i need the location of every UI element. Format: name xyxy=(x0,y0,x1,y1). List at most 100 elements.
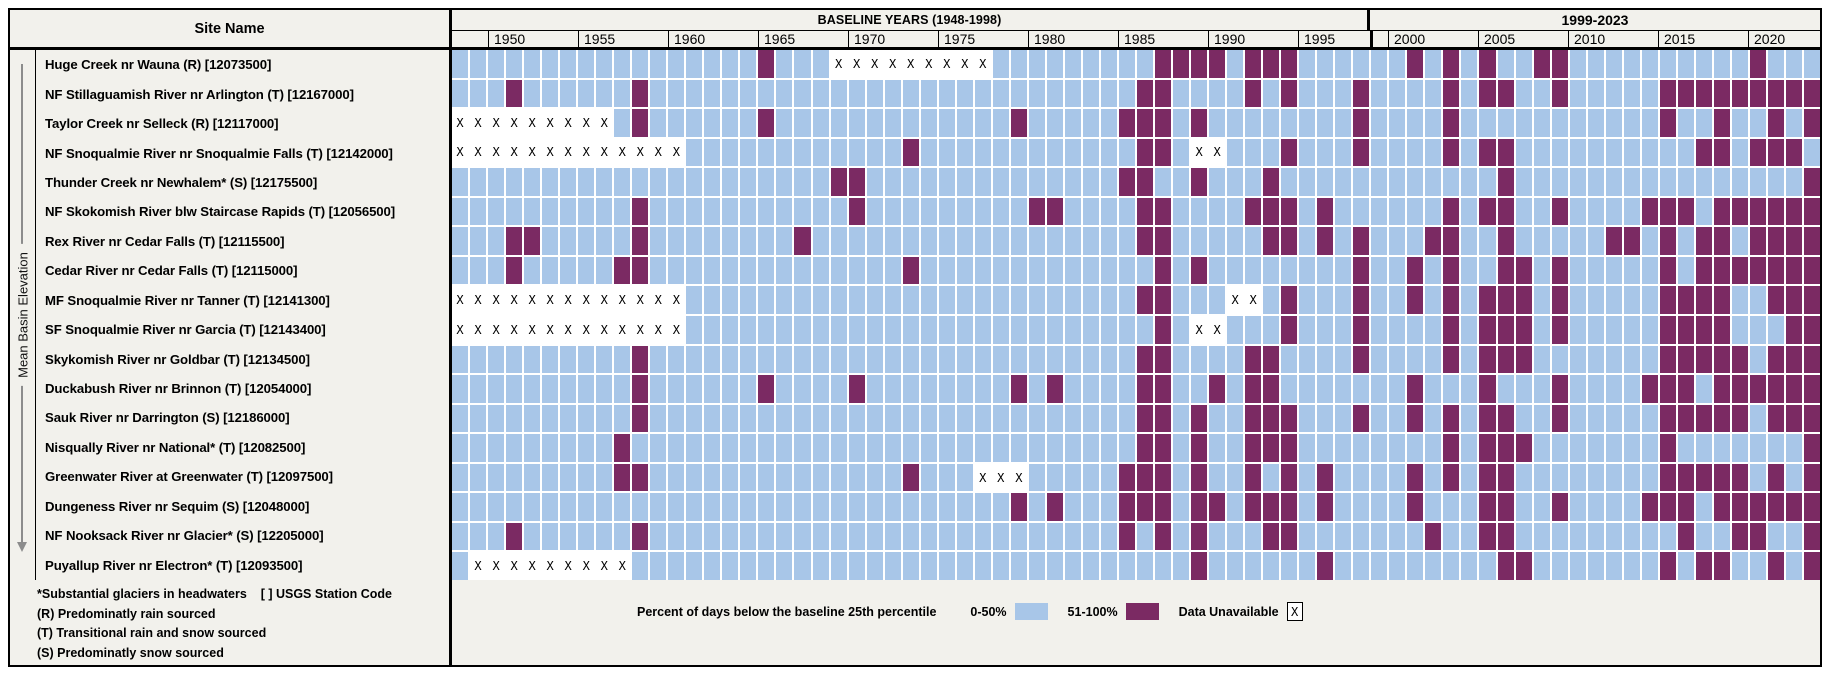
heatmap-cell xyxy=(1100,375,1117,403)
heatmap-cell xyxy=(1677,197,1694,226)
heatmap-cell xyxy=(1677,138,1694,167)
heatmap-cell xyxy=(542,404,559,433)
heatmap-cell: X xyxy=(632,286,649,314)
heatmap-cell xyxy=(1533,138,1550,167)
heatmap-cell xyxy=(1407,50,1424,78)
heatmap-cell xyxy=(1497,375,1514,403)
heatmap-cell xyxy=(1677,434,1694,462)
heatmap-cell: X xyxy=(884,50,901,78)
heatmap-cell xyxy=(596,168,613,196)
heatmap-cell: X xyxy=(866,50,883,78)
heatmap-cell xyxy=(1371,197,1388,226)
heatmap-cell xyxy=(740,50,757,78)
heatmap-cell xyxy=(902,552,919,580)
heatmap-cell: X xyxy=(542,286,559,314)
heatmap-cell xyxy=(614,345,631,374)
heatmap-cell xyxy=(452,463,469,492)
heatmap-cell xyxy=(1191,375,1208,403)
heatmap-cell xyxy=(1010,345,1027,374)
heatmap-cell: X xyxy=(578,315,595,344)
heatmap-cell xyxy=(956,463,973,492)
heatmap-cell xyxy=(1533,552,1550,580)
heatmap-cell xyxy=(1803,168,1820,196)
heatmap-cell xyxy=(1263,552,1280,580)
footnote-transitional-sourced: (T) Transitional rain and snow sourced xyxy=(37,626,267,640)
heatmap-cell xyxy=(524,345,541,374)
heatmap-cell xyxy=(1713,315,1730,344)
heatmap-cell xyxy=(1767,138,1784,167)
heatmap-cell xyxy=(1353,197,1370,226)
heatmap-cell xyxy=(992,168,1009,196)
heatmap-cell xyxy=(866,375,883,403)
heatmap-cell xyxy=(938,375,955,403)
heatmap-cell xyxy=(1173,138,1190,167)
heatmap-cell xyxy=(1677,286,1694,314)
heatmap-cell xyxy=(884,79,901,108)
heatmap-cell xyxy=(1191,434,1208,462)
heatmap-cell xyxy=(704,138,721,167)
heatmap-cell xyxy=(776,50,793,78)
heatmap-cell xyxy=(1461,109,1478,137)
heatmap-cell xyxy=(1659,168,1676,196)
heatmap-cell: X xyxy=(1227,286,1244,314)
heatmap-cell xyxy=(578,256,595,285)
heatmap-cell xyxy=(740,434,757,462)
heatmap-cell xyxy=(686,552,703,580)
heatmap-cell xyxy=(992,227,1009,255)
heatmap-cell: X xyxy=(506,109,523,137)
heatmap-cell xyxy=(506,463,523,492)
heatmap-cell xyxy=(902,493,919,521)
heatmap-cell xyxy=(1209,227,1226,255)
heatmap-cell: X xyxy=(542,315,559,344)
heatmap-cell xyxy=(776,375,793,403)
year-tick-1975: 1975 xyxy=(938,31,975,47)
heatmap-cell xyxy=(1100,50,1117,78)
heatmap-cell xyxy=(1245,197,1262,226)
heatmap-cell xyxy=(1461,50,1478,78)
heatmap-cell xyxy=(1335,79,1352,108)
heatmap-cell xyxy=(1353,552,1370,580)
heatmap-cell xyxy=(1335,286,1352,314)
heatmap-cell xyxy=(1533,522,1550,551)
heatmap-cell xyxy=(1209,434,1226,462)
heatmap-cell xyxy=(992,286,1009,314)
heatmap-cell xyxy=(1173,375,1190,403)
heatmap-cell xyxy=(1695,227,1712,255)
heatmap-cell: X xyxy=(560,552,577,580)
heatmap-cell xyxy=(1245,168,1262,196)
heatmap-cell xyxy=(1425,227,1442,255)
heatmap-cell xyxy=(1299,463,1316,492)
heatmap-cell xyxy=(1767,109,1784,137)
heatmap-cell xyxy=(902,227,919,255)
heatmap-cell xyxy=(1713,404,1730,433)
heatmap-cell xyxy=(1064,315,1081,344)
heatmap-cell xyxy=(1209,493,1226,521)
heatmap-cell xyxy=(1569,197,1586,226)
heatmap-cell xyxy=(1082,404,1099,433)
heatmap-cell xyxy=(632,168,649,196)
heatmap-cell xyxy=(884,197,901,226)
heatmap-cell xyxy=(992,404,1009,433)
heatmap-cell xyxy=(1425,256,1442,285)
heatmap-cell xyxy=(776,463,793,492)
heatmap-cell xyxy=(578,493,595,521)
heatmap-cell xyxy=(1227,168,1244,196)
heatmap-cell xyxy=(1587,375,1604,403)
heatmap-cell xyxy=(1695,197,1712,226)
footnote-glaciers-station-code: *Substantial glaciers in headwaters [ ] … xyxy=(37,587,392,601)
heatmap-cell xyxy=(1425,404,1442,433)
heatmap-cell xyxy=(1173,552,1190,580)
heatmap-cell xyxy=(1677,522,1694,551)
heatmap-cell xyxy=(614,256,631,285)
heatmap-cell xyxy=(1046,197,1063,226)
heatmap-cell xyxy=(974,168,991,196)
heatmap-cell xyxy=(758,404,775,433)
heatmap-cell xyxy=(596,463,613,492)
heatmap-cell xyxy=(1209,404,1226,433)
heatmap-cell xyxy=(1082,79,1099,108)
heatmap-cell xyxy=(1461,168,1478,196)
heatmap-cell xyxy=(1425,168,1442,196)
heatmap-cell xyxy=(1803,109,1820,137)
heatmap-cell xyxy=(1605,168,1622,196)
heatmap-cell xyxy=(974,197,991,226)
